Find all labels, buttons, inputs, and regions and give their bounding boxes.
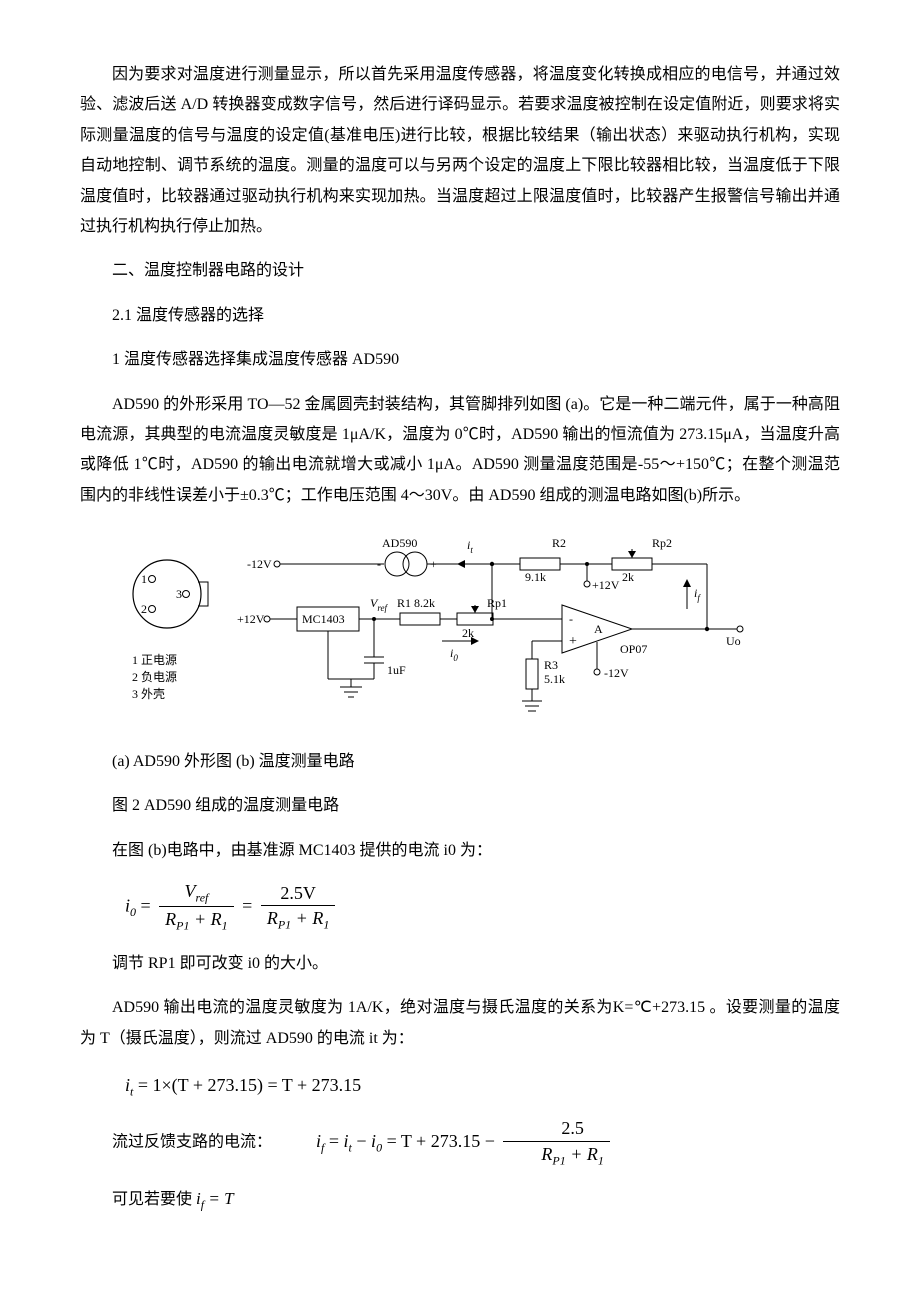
heading-2-1-1: 1 温度传感器选择集成温度传感器 AD590 xyxy=(80,345,840,375)
label-neg12v-2: -12V xyxy=(604,666,629,680)
label-r3: R3 xyxy=(544,658,558,672)
circuit-diagram: 1 2 3 1 正电源 2 负电源 3 外壳 -12V AD590 - + it… xyxy=(112,529,840,729)
label-amp-plus: + xyxy=(569,634,577,649)
label-mc1403: MC1403 xyxy=(302,612,345,626)
label-rp2: Rp2 xyxy=(652,536,672,550)
paragraph-last: 可见若要使 if = T xyxy=(80,1183,840,1216)
label-uo: Uo xyxy=(726,634,741,648)
paragraph-sensitivity: AD590 输出电流的温度灵敏度为 1A/K，绝对温度与摄氏温度的关系为K=℃+… xyxy=(80,993,840,1054)
paragraph-ad590: AD590 的外形采用 TO—52 金属圆壳封装结构，其管脚排列如图 (a)。它… xyxy=(80,390,840,512)
feedback-prefix: 流过反馈支路的电流： xyxy=(112,1134,272,1151)
label-rp1: Rp1 xyxy=(487,596,507,610)
pin-2-label: 2 xyxy=(141,602,147,616)
label-cap: 1uF xyxy=(387,663,406,677)
label-vref: Vref xyxy=(370,596,389,613)
paragraph-intro: 因为要求对温度进行测量显示，所以首先采用温度传感器，将温度变化转换成相应的电信号… xyxy=(80,60,840,242)
caption-a: (a) AD590 外形图 (b) 温度测量电路 xyxy=(80,747,840,777)
last-prefix: 可见若要使 xyxy=(112,1191,192,1208)
heading-2-1: 2.1 温度传感器的选择 xyxy=(80,301,840,331)
caption-b: 图 2 AD590 组成的温度测量电路 xyxy=(80,791,840,821)
label-r2v: 9.1k xyxy=(525,570,546,584)
pin-1-label: 1 xyxy=(141,572,147,586)
equation-1: i0 = Vref RP1 + R1 = 2.5V RP1 + R1 xyxy=(125,880,840,935)
label-minus: - xyxy=(377,557,381,571)
pin-3-label: 3 xyxy=(176,587,182,601)
paragraph-i0: 在图 (b)电路中，由基准源 MC1403 提供的电流 i0 为： xyxy=(80,836,840,866)
label-op07: OP07 xyxy=(620,642,647,656)
heading-section-2: 二、温度控制器电路的设计 xyxy=(80,256,840,286)
equation-2: it = 1×(T + 273.15) = T + 273.15 xyxy=(125,1068,840,1103)
label-r1: R1 8.2k xyxy=(397,596,435,610)
paragraph-feedback: 流过反馈支路的电流： if = it − i0 = T + 273.15 − 2… xyxy=(80,1117,840,1169)
label-r2: R2 xyxy=(552,536,566,550)
label-it: it xyxy=(467,538,473,555)
label-amp-minus: - xyxy=(569,612,573,626)
pin-legend-2: 2 负电源 xyxy=(132,670,177,684)
label-pos12v: +12V xyxy=(237,612,265,626)
label-ad590: AD590 xyxy=(382,536,417,550)
label-amp-a: A xyxy=(594,622,603,636)
label-rp2v: 2k xyxy=(622,570,634,584)
pin-legend-1: 1 正电源 xyxy=(132,653,177,667)
label-if: if xyxy=(694,586,701,603)
label-neg12v: -12V xyxy=(247,557,272,571)
label-r3v: 5.1k xyxy=(544,672,565,686)
label-i0: i0 xyxy=(450,646,458,663)
pin-legend-3: 3 外壳 xyxy=(132,687,165,701)
label-pos12v-2: +12V xyxy=(592,578,620,592)
paragraph-rp1: 调节 RP1 即可改变 i0 的大小。 xyxy=(80,949,840,979)
